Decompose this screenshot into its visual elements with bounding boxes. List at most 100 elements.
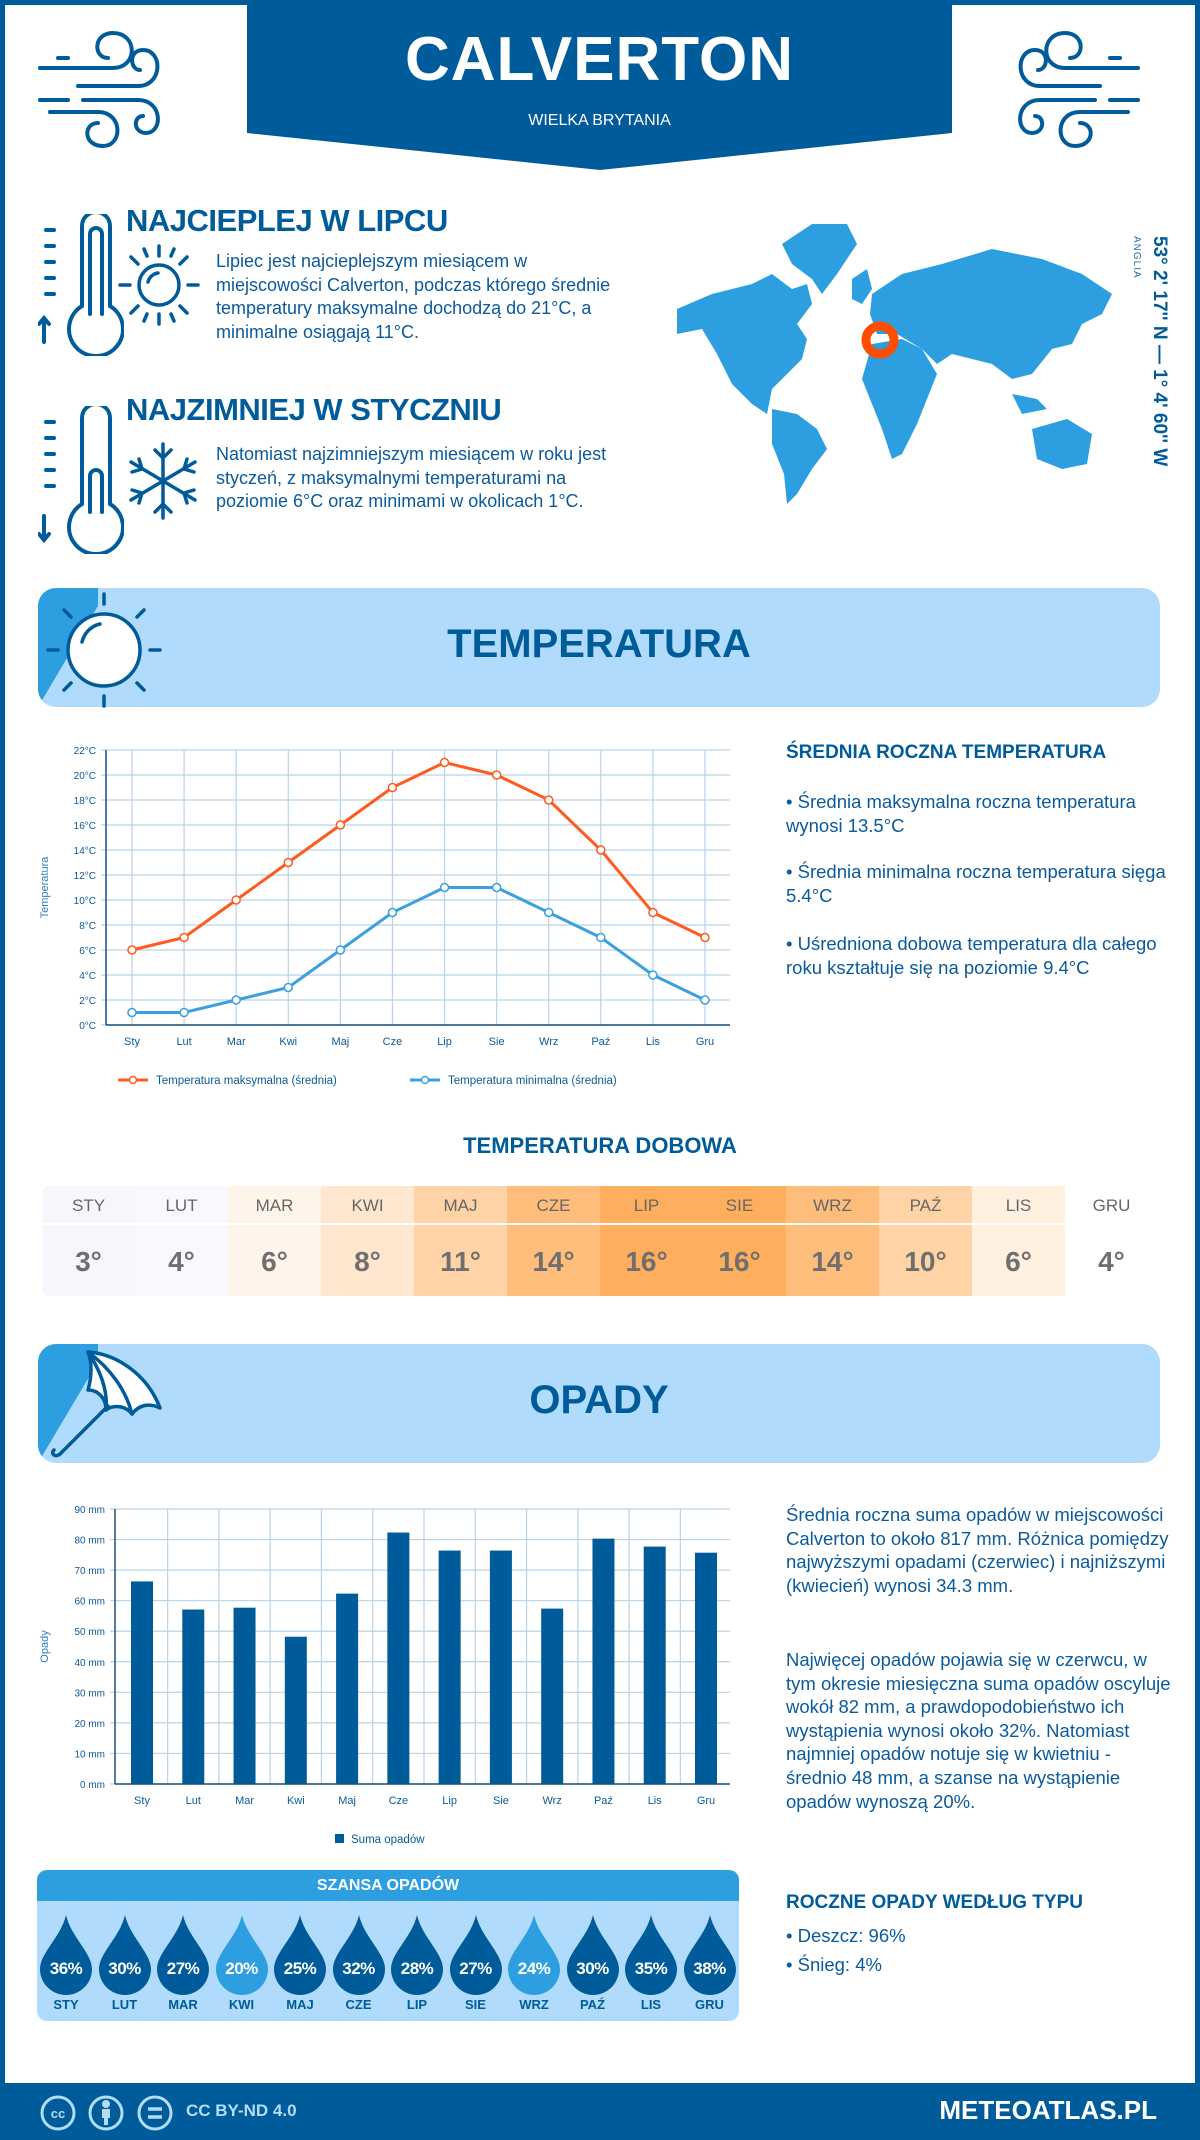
wind-icon <box>38 30 160 149</box>
daily-temp-cell: CZE 14° <box>507 1186 600 1296</box>
chance-value: 28% <box>400 1959 434 1978</box>
month-label: GRU <box>1065 1186 1158 1225</box>
chance-value: 38% <box>693 1959 726 1978</box>
coldest-text: Natomiast najzimniejszym miesiącem w rok… <box>216 444 607 512</box>
bar <box>233 1607 256 1784</box>
temperature-section-band <box>38 588 1160 707</box>
temp-value: 14° <box>811 1246 854 1277</box>
temp-value: 16° <box>718 1246 761 1277</box>
y-tick-label: 22°C <box>74 746 96 757</box>
raindrop-icon: 38% <box>683 1915 736 1995</box>
sun-icon <box>118 244 200 326</box>
bar <box>336 1593 359 1784</box>
chance-value: 36% <box>49 1959 83 1978</box>
country-subtitle: WIELKA BRYTANIA <box>528 112 671 129</box>
y-tick-label: 20°C <box>74 771 96 782</box>
temp-value: 16° <box>625 1246 668 1277</box>
precip-section-title: OPADY <box>529 1378 669 1422</box>
raindrop-icon: 27% <box>157 1915 209 1995</box>
chance-month-label: MAJ <box>286 1997 314 2012</box>
legend-swatch <box>335 1834 344 1843</box>
x-tick-label: Gru <box>696 1036 714 1048</box>
raindrop-icon: 27% <box>449 1915 502 1995</box>
daily-temp-table: STY 3° LUT 4° MAR 6° KWI 8° MAJ 11° CZE 14° LIP 16° SI… <box>42 1186 1158 1296</box>
data-point <box>543 907 554 918</box>
chance-value: 32% <box>342 1959 375 1978</box>
footer <box>0 2083 1200 2140</box>
precip-section-band <box>38 1344 1160 1463</box>
chance-value: 24% <box>517 1959 551 1978</box>
chance-value: 30% <box>108 1959 141 1978</box>
chance-month-label: GRU <box>695 1997 724 2012</box>
month-label: MAR <box>228 1186 321 1225</box>
legend-marker <box>128 1075 138 1085</box>
y-axis-label: Opady <box>39 1630 51 1663</box>
x-tick-label: Lut <box>176 1036 191 1048</box>
header-banner <box>247 0 952 170</box>
x-tick-label: Sty <box>124 1036 140 1048</box>
bar <box>284 1636 307 1784</box>
x-tick-label: Mar <box>227 1036 246 1048</box>
temperature-section-title: TEMPERATURA <box>447 622 751 666</box>
chance-month-label: MAR <box>168 1997 198 2012</box>
chance-month-label: KWI <box>228 1997 255 2012</box>
sun-icon <box>46 592 162 708</box>
temp-value: 4° <box>1098 1246 1125 1277</box>
x-tick-label: Sie <box>493 1795 509 1807</box>
data-point <box>543 795 554 805</box>
license-label: CC BY-ND 4.0 <box>186 2101 297 2120</box>
x-tick-label: Lis <box>646 1036 661 1048</box>
raindrop-icon: 36% <box>40 1915 92 1995</box>
chance-month-label: LIP <box>406 1997 428 2012</box>
x-tick-label: Maj <box>331 1036 349 1048</box>
precipitation-chart: 0 mm 10 mm 20 mm 30 mm 40 mm 50 mm 60 mm 70 mm 8… <box>39 1505 730 1846</box>
data-point <box>491 770 502 780</box>
data-point <box>648 907 658 918</box>
warmest-heading: NAJCIEPLEJ W LIPCU <box>126 203 448 238</box>
precip-chance-title: SZANSA OPADÓW <box>37 1870 739 1901</box>
raindrop-icon: 30% <box>566 1915 619 1995</box>
location-marker <box>861 321 899 359</box>
x-tick-label: Wrz <box>539 1036 558 1048</box>
precip-summary-text: Średnia roczna suma opadów w miejscowośc… <box>786 1504 1169 1596</box>
data-point <box>596 845 606 855</box>
y-tick-label: 90 mm <box>74 1505 105 1516</box>
thermometer-down-icon <box>38 406 124 554</box>
x-tick-label: Maj <box>338 1795 356 1807</box>
data-point <box>648 970 658 980</box>
chance-month-label: WRZ <box>519 1997 549 2012</box>
chance-value: 27% <box>459 1959 492 1978</box>
raindrop-icon: 28% <box>391 1915 443 1995</box>
x-tick-label: Lut <box>186 1795 201 1807</box>
legend-label: Suma opadów <box>351 1834 425 1846</box>
annual-temp-bullet: • Średnia maksymalna roczna temperatura … <box>786 791 1136 836</box>
daily-temp-title: TEMPERATURA DOBOWA <box>463 1133 737 1158</box>
data-point <box>231 995 241 1005</box>
raindrop-icon: 20% <box>215 1915 268 1995</box>
y-tick-label: 8°C <box>79 921 96 932</box>
coordinates: 53° 2' 17'' N — 1° 4' 60'' W <box>1149 236 1170 467</box>
y-tick-label: 16°C <box>74 821 96 832</box>
y-axis-label: Temperatura <box>39 856 51 919</box>
snowflake-icon <box>129 442 197 520</box>
chance-month-label: CZE <box>345 1997 372 2012</box>
chance-month-label: PAŹ <box>579 1997 606 2012</box>
data-point <box>127 1007 137 1018</box>
month-label: STY <box>42 1186 135 1225</box>
annual-temp-bullet: • Uśredniona dobowa temperatura dla całe… <box>786 933 1157 978</box>
data-point <box>387 907 398 918</box>
daily-temp-cell: WRZ 14° <box>786 1186 879 1296</box>
x-tick-label: Kwi <box>279 1036 297 1048</box>
raindrop-icon: 30% <box>98 1915 151 1995</box>
series-line-max <box>131 760 706 952</box>
x-tick-label: Lis <box>648 1795 663 1807</box>
x-tick-label: Kwi <box>287 1795 305 1807</box>
y-tick-label: 12°C <box>74 871 96 882</box>
precip-type-heading: ROCZNE OPADY WEDŁUG TYPU <box>786 1892 1083 1913</box>
month-label: SIE <box>693 1186 786 1225</box>
svg-text:cc: cc <box>51 2106 65 2121</box>
city-title: CALVERTON <box>404 25 795 94</box>
month-label: LUT <box>135 1186 228 1225</box>
brand-link[interactable]: METEOATLAS.PL <box>939 2095 1157 2125</box>
y-tick-label: 0 mm <box>80 1780 105 1791</box>
